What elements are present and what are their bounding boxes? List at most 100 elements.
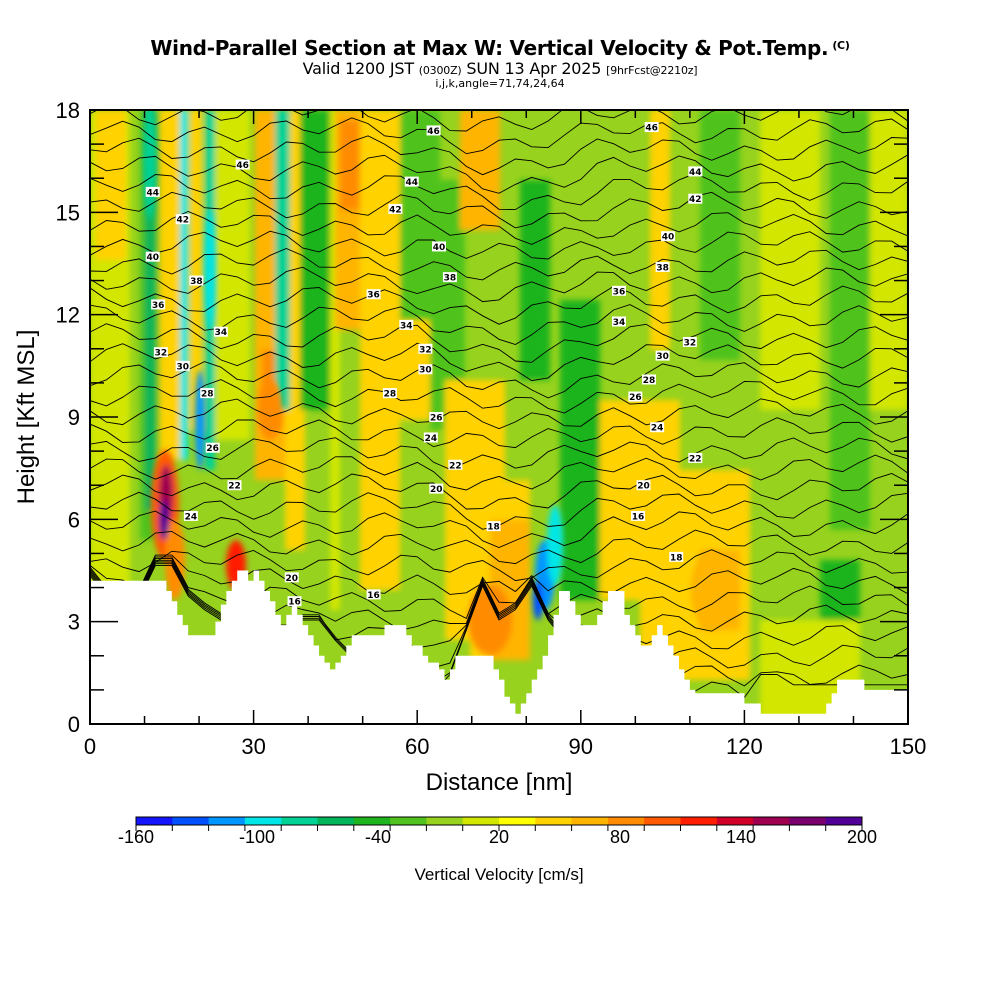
colorbar-swatch: [680, 817, 718, 825]
subtitle-date: SUN 13 Apr 2025: [466, 59, 602, 78]
theta-contour: [90, 554, 908, 595]
theta-contour: [90, 211, 908, 245]
contour-label-text: 26: [629, 393, 642, 403]
colorbar-title: Vertical Velocity [cm/s]: [414, 865, 583, 884]
contour-label-bg: [418, 364, 433, 375]
contour-label-text: 26: [430, 414, 443, 424]
contour-label: 36: [611, 285, 626, 297]
contour-label-bg: [655, 261, 670, 272]
theta-contour: [90, 172, 908, 211]
contour-label: 42: [688, 193, 703, 205]
contour-label: 24: [183, 510, 198, 522]
contour-label-text: 16: [632, 512, 645, 522]
contour-label-bg: [429, 412, 444, 422]
contour-label: 16: [366, 589, 381, 601]
contour-label-bg: [631, 510, 646, 521]
contour-label: 30: [655, 350, 670, 362]
theta-contour: [90, 342, 908, 382]
field-patch: [520, 180, 550, 380]
x-tick-label: 90: [569, 734, 593, 759]
contour-label-bg: [366, 589, 381, 600]
contour-label: 24: [650, 422, 665, 434]
contour-label-bg: [688, 193, 703, 204]
contour-label: 30: [418, 364, 433, 376]
y-axis-title: Height [Kft MSL]: [13, 330, 40, 505]
contour-label: 20: [429, 483, 444, 495]
x-tick-label: 30: [241, 734, 265, 759]
contour-label-text: 30: [419, 366, 432, 376]
terrain-mask: [90, 570, 908, 724]
y-tick-label: 3: [68, 610, 80, 635]
contour-label-text: 42: [689, 195, 702, 205]
contour-label-text: 24: [425, 434, 438, 444]
contour-label-bg: [183, 510, 198, 521]
contour-label-text: 16: [367, 591, 380, 601]
contour-label-text: 30: [656, 352, 669, 362]
contour-label-bg: [628, 391, 643, 402]
colorbar-swatch: [317, 817, 355, 825]
contour-label: 30: [175, 360, 190, 372]
contour-label: 38: [189, 275, 204, 287]
contour-label-text: 32: [684, 338, 697, 348]
contour-label: 26: [205, 442, 220, 454]
theta-contour: [90, 285, 908, 325]
contour-label-bg: [442, 272, 457, 283]
contour-label: 40: [145, 251, 160, 263]
contour-label-text: 28: [384, 390, 397, 400]
contour-label: 36: [366, 289, 381, 301]
contour-label-bg: [189, 275, 204, 286]
colorbar-label: 200: [847, 827, 877, 847]
y-tick-label: 18: [56, 98, 80, 123]
colorbar-swatch: [644, 817, 681, 825]
theta-contour: [90, 323, 908, 363]
field-patch: [340, 120, 360, 210]
contour-label-bg: [636, 480, 651, 491]
field-patch: [300, 110, 330, 410]
contour-label-bg: [641, 374, 656, 385]
y-tick-label: 9: [68, 405, 80, 430]
contour-label-bg: [153, 347, 168, 358]
contour-label: 46: [235, 159, 250, 171]
copyright-mark: (C): [832, 39, 850, 52]
contour-label-bg: [175, 214, 190, 225]
colorbar-swatch: [571, 817, 609, 825]
contour-label-text: 22: [449, 461, 462, 471]
contour-label-bg: [426, 125, 441, 136]
field-patch: [760, 110, 820, 410]
contour-label-bg: [382, 388, 397, 399]
contour-label: 44: [404, 176, 419, 188]
contour-label: 16: [287, 596, 302, 608]
contour-label: 20: [636, 480, 651, 492]
colorbar-label: -160: [118, 827, 154, 847]
theta-contour: [90, 266, 908, 303]
contour-label-text: 18: [670, 553, 683, 563]
contour-label-bg: [227, 480, 242, 491]
colorbar-swatch: [172, 817, 210, 825]
colorbar-swatch: [789, 817, 827, 825]
theta-contour: [90, 135, 908, 176]
contour-label-bg: [644, 122, 659, 133]
theta-contour: [90, 110, 908, 132]
y-tick-label: 15: [56, 200, 80, 225]
contour-label: 36: [151, 299, 166, 311]
contour-label: 20: [284, 572, 299, 584]
contour-label-text: 32: [419, 345, 432, 355]
field-core: [691, 550, 735, 630]
contour-label-text: 40: [433, 243, 446, 253]
contour-label: 22: [448, 459, 463, 471]
contour-label: 34: [611, 316, 626, 328]
theta-contour: [90, 473, 908, 510]
field-core: [258, 380, 282, 440]
contour-label: 18: [486, 521, 501, 533]
contour-label-text: 38: [190, 277, 203, 287]
contour-label-text: 40: [146, 253, 159, 263]
colorbar-swatch: [535, 817, 573, 825]
contour-label-bg: [682, 336, 697, 347]
contour-label-text: 46: [427, 127, 440, 137]
field-patch: [180, 110, 188, 460]
contour-label-text: 40: [662, 233, 675, 243]
contour-label-bg: [284, 572, 299, 583]
contour-label-text: 20: [637, 482, 650, 492]
contour-label: 46: [426, 125, 441, 137]
y-tick-label: 12: [56, 303, 80, 328]
